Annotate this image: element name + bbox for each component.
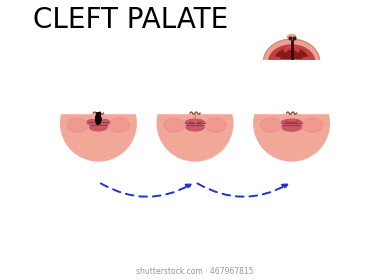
Polygon shape: [96, 114, 101, 125]
Circle shape: [157, 85, 233, 161]
Text: shutterstock.com · 467967815: shutterstock.com · 467967815: [136, 267, 254, 276]
Ellipse shape: [302, 118, 323, 132]
Bar: [248, 82, 335, 113]
Ellipse shape: [164, 118, 184, 132]
Ellipse shape: [67, 118, 88, 132]
Ellipse shape: [261, 118, 281, 132]
Ellipse shape: [282, 119, 302, 125]
Circle shape: [254, 85, 330, 161]
Ellipse shape: [186, 119, 204, 125]
Ellipse shape: [186, 124, 204, 131]
Polygon shape: [269, 45, 314, 60]
Polygon shape: [264, 39, 319, 62]
Ellipse shape: [99, 120, 110, 125]
Polygon shape: [276, 48, 307, 58]
Text: CLEFT PALATE: CLEFT PALATE: [33, 6, 228, 34]
Ellipse shape: [90, 124, 107, 131]
Ellipse shape: [287, 34, 296, 39]
Ellipse shape: [206, 118, 226, 132]
Bar: [55, 82, 142, 113]
Bar: [152, 82, 238, 113]
Ellipse shape: [109, 118, 129, 132]
Circle shape: [60, 85, 136, 161]
Ellipse shape: [87, 120, 97, 125]
Ellipse shape: [282, 124, 301, 131]
